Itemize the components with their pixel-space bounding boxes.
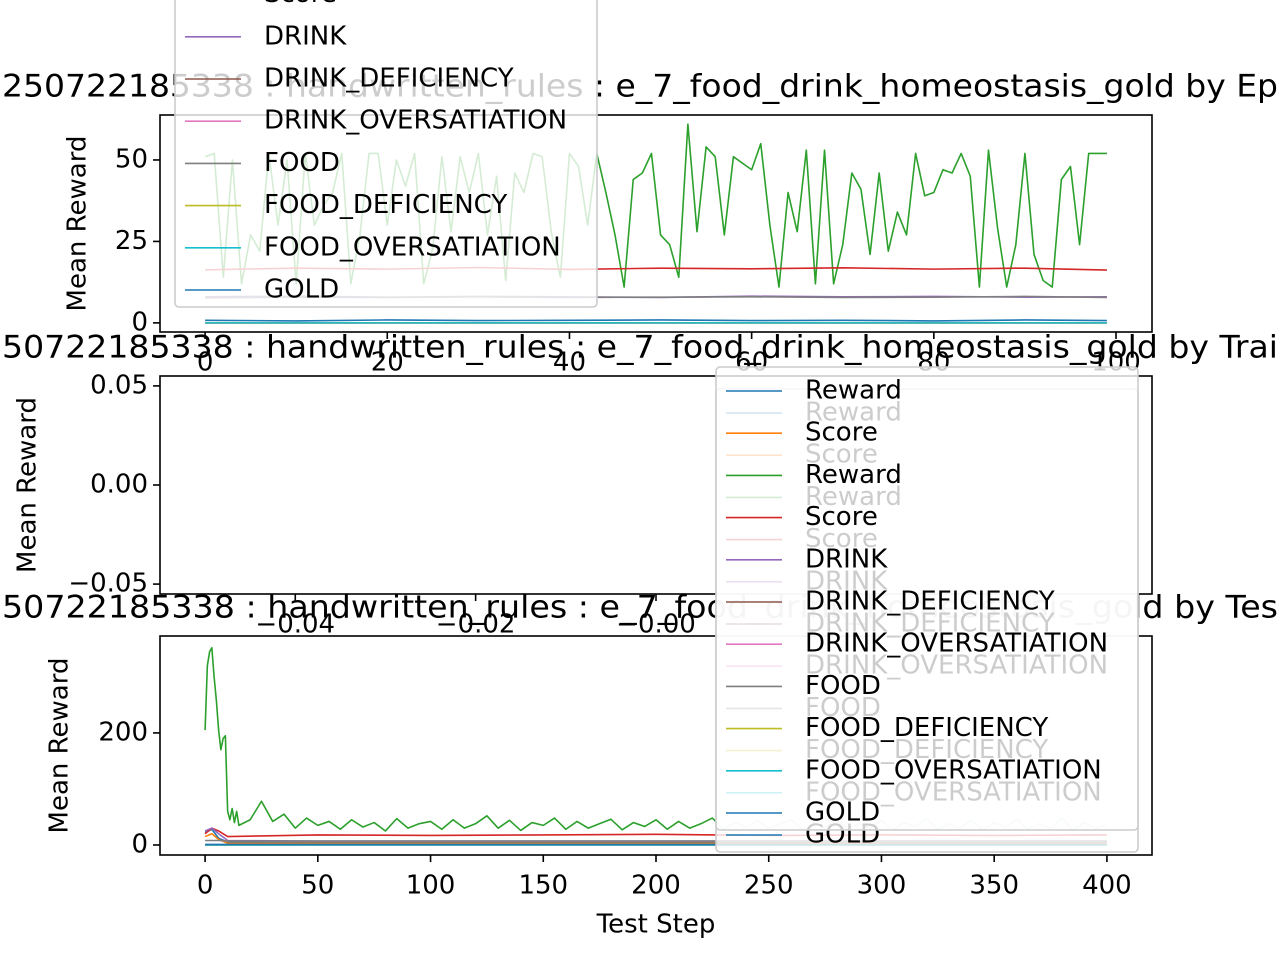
axes-frame (159, 114, 1153, 333)
legend-label: DRINK_OVERSATIATION (805, 629, 1108, 659)
legend-label: DRINK_OVERSATIATION (264, 106, 567, 136)
chart-title: 50722185338 : handwritten_rules : e_7_fo… (2, 330, 1278, 366)
x-tick-label: 100 (406, 871, 456, 901)
legend-label: Reward (805, 460, 902, 490)
legend-label: Reward (805, 376, 902, 406)
y-tick-label: 0 (131, 307, 148, 337)
y-tick-label: 50 (115, 144, 148, 174)
legend-box (715, 366, 1139, 831)
legend: RewardScoreRewardScoreDRINKDRINK_DEFICIE… (174, 0, 598, 308)
x-tick-label: 150 (518, 871, 568, 901)
legend-label: FOOD_DEFICIENCY (805, 713, 1048, 743)
y-tick-label: −0.05 (68, 569, 148, 599)
y-tick-label: 0.05 (90, 370, 148, 400)
legend-label: FOOD (264, 148, 340, 178)
x-axis-label: Test Step (596, 910, 716, 940)
legend-box (174, 0, 598, 308)
legend-label: GOLD (805, 798, 880, 828)
x-tick-label: −0.02 (436, 610, 516, 640)
y-tick-label: 200 (98, 717, 148, 747)
legend-label: Score (805, 502, 878, 532)
series-line (205, 319, 1107, 322)
legend-label: GOLD (264, 275, 339, 305)
legend-label: FOOD_DEFICIENCY (264, 190, 507, 220)
x-tick-label: 50 (301, 871, 334, 901)
x-tick-label: 350 (969, 871, 1019, 901)
x-tick-label: 250 (744, 871, 794, 901)
y-axis-label: Mean Reward (13, 397, 43, 573)
x-tick-label: 20 (371, 348, 404, 378)
x-tick-label: 200 (631, 871, 681, 901)
legend-layer: Reward Score Reward Score DRINK DRINK_DEFICIE… (174, 0, 1139, 853)
subplot: −0.04 −0.02 −0.00 −0.05 0.00 0.05 50722185338 … (2, 330, 1278, 640)
legend-label: DRINK_DEFICIENCY (264, 64, 514, 94)
legend-label: FOOD (805, 671, 881, 701)
legend-label: FOOD_OVERSATIATION (264, 232, 561, 262)
legend-label: FOOD_OVERSATIATION (805, 755, 1102, 785)
x-tick-label: 400 (1082, 871, 1132, 901)
x-tick-label: 0 (197, 871, 214, 901)
x-tick-label: 40 (553, 348, 586, 378)
x-tick-label: −0.00 (616, 610, 696, 640)
y-axis-label: Mean Reward (45, 658, 75, 834)
legend-label: Score (805, 418, 878, 448)
legend: Reward Score Reward Score DRINK DRINK_DEFICIE… (715, 366, 1139, 831)
x-tick-label: 0 (197, 348, 214, 378)
y-tick-label: 0 (131, 829, 148, 859)
y-tick-label: 0.00 (90, 470, 148, 500)
y-axis-label: Mean Reward (63, 136, 93, 312)
x-tick-label: −0.04 (255, 610, 335, 640)
legend-label: Score (264, 0, 337, 9)
y-tick-label: 25 (115, 226, 148, 256)
legend-label: DRINK (805, 544, 888, 574)
legend-label: DRINK (264, 21, 347, 51)
legend-label: DRINK_DEFICIENCY (805, 587, 1055, 617)
x-tick-label: 300 (857, 871, 907, 901)
